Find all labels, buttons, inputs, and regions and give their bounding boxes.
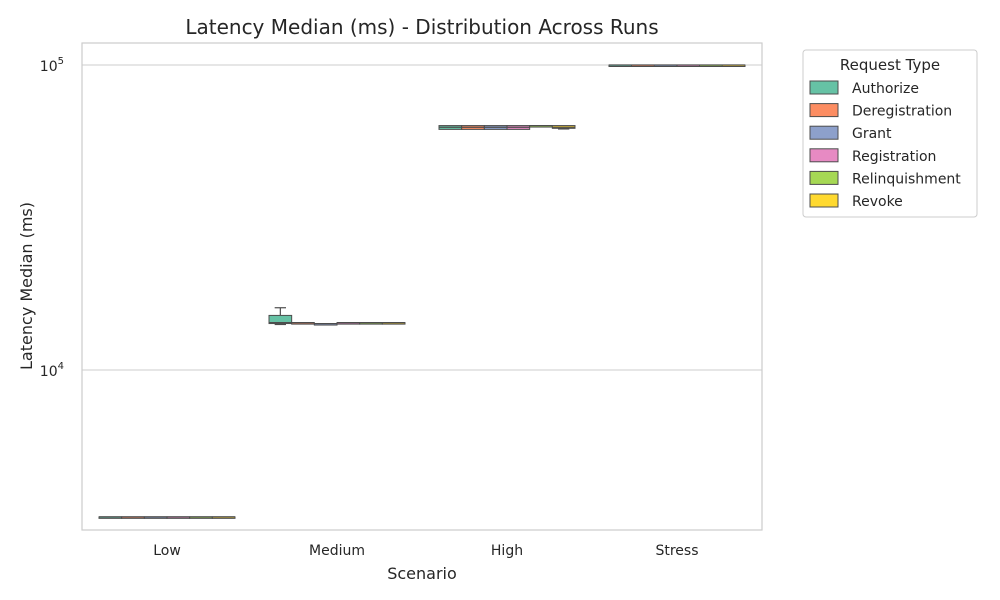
x-tick-label: Medium [309,543,365,559]
box-layer [98,64,746,519]
x-axis-label: Scenario [387,564,457,583]
box-revoke-low [211,516,236,519]
x-tick-label: Stress [655,543,698,559]
box-grant-low [143,516,168,519]
legend-item: Relinquishment [809,170,961,187]
y-axis-ticks: 104 105 [40,56,64,380]
box-authorize-stress [608,64,633,67]
box-relinquishment-high [529,124,553,128]
legend-item: Revoke [809,193,903,210]
box-body [268,314,293,325]
box-relinquishment-low [189,516,213,519]
box-grant-stress [653,64,678,67]
legend-frame [802,49,978,218]
plot-frame [81,42,763,531]
box-deregistration-low [121,516,145,519]
box-grant-high [483,125,508,130]
legend-swatch [809,148,839,163]
legend-label: Authorize [852,81,919,97]
legend-item: Registration [809,148,936,165]
box-revoke-stress [721,64,746,67]
box-deregistration-high [461,125,485,130]
box-registration-medium [336,322,361,325]
box-registration-stress [676,64,701,67]
legend-label: Relinquishment [852,171,961,187]
box-deregistration-stress [631,64,655,67]
box-relinquishment-stress [699,64,723,67]
legend-label: Registration [852,149,936,165]
box-revoke-high [551,125,576,130]
chart-title: Latency Median (ms) - Distribution Acros… [185,15,658,39]
legend-label: Grant [852,126,892,142]
legend-swatch [809,193,839,208]
box-authorize-medium [268,307,293,326]
box-relinquishment-medium [359,322,383,325]
legend-label: Revoke [852,194,903,210]
x-axis-ticks: Low Medium High Stress [153,543,698,559]
legend-title: Request Type [840,56,940,74]
y-axis-label: Latency Median (ms) [17,202,36,370]
legend-swatch [809,170,839,185]
x-tick-label: High [491,543,523,559]
legend-item: Grant [809,125,892,142]
legend-item: Deregistration [809,103,952,120]
box-grant-medium [313,322,338,326]
box-registration-high [506,125,531,130]
legend-label: Deregistration [852,104,952,120]
legend-swatch [809,103,839,118]
box-authorize-high [438,125,463,130]
x-tick-label: Low [153,543,181,559]
y-tick-label: 105 [40,56,64,75]
box-revoke-medium [381,322,406,325]
y-tick-label: 104 [40,361,64,380]
legend-swatch [809,125,839,140]
box-deregistration-medium [291,322,315,325]
box-authorize-low [98,516,123,519]
legend: Request Type Authorize Deregistration Gran… [802,49,978,218]
legend-swatch [809,80,839,95]
box-registration-low [166,516,191,519]
legend-item: Authorize [809,80,919,97]
